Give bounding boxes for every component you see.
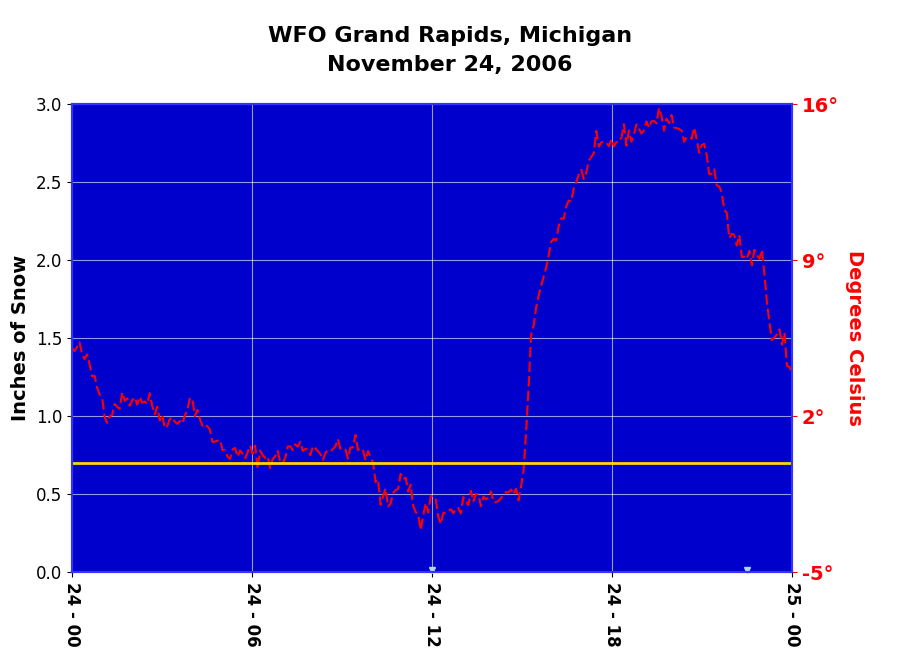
Text: November 24, 2006: November 24, 2006 [328,55,572,75]
Y-axis label: Degrees Celsius: Degrees Celsius [845,250,864,426]
Y-axis label: Inches of Snow: Inches of Snow [12,255,31,421]
Text: WFO Grand Rapids, Michigan: WFO Grand Rapids, Michigan [268,25,632,46]
